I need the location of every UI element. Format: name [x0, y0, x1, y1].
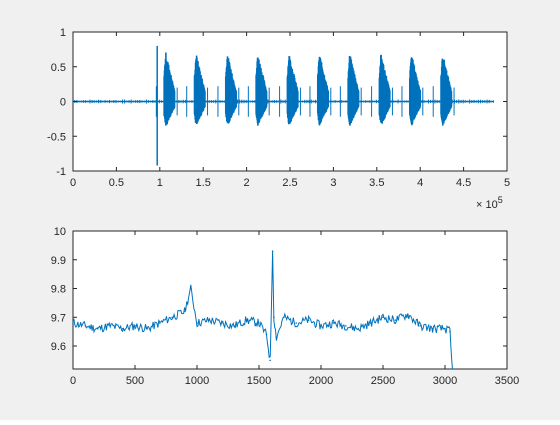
top-x-exponent: × 105	[476, 195, 503, 211]
x-tick-label: 2	[244, 177, 250, 189]
data-point	[121, 327, 124, 330]
signal-burst	[309, 56, 332, 126]
x-tick-label: 0.5	[109, 177, 124, 189]
y-tick-label: -1	[56, 166, 66, 178]
data-point	[265, 333, 268, 336]
data-point	[208, 319, 211, 321]
x-tick-label: 3500	[495, 375, 519, 387]
data-point	[196, 322, 198, 324]
data-point	[307, 319, 310, 321]
data-point	[419, 325, 422, 327]
top-ticks: 0 0.5 1 1.5 2 2.5 3 3.5 4 4.5 5 -1 -0.5 0 0.5 1	[47, 27, 510, 189]
x-tick-label: 2500	[371, 375, 395, 387]
y-tick-label: 10	[54, 226, 66, 238]
top-x-exponent-base: × 10	[476, 199, 498, 211]
signal-burst	[401, 57, 424, 126]
y-tick-label: 9.6	[51, 341, 66, 353]
data-point	[72, 322, 74, 324]
x-tick-label: 0	[70, 375, 76, 387]
data-point	[320, 325, 322, 327]
x-tick-label: 3	[330, 177, 336, 189]
signal-burst	[432, 58, 455, 126]
data-point	[183, 310, 186, 313]
data-point	[134, 325, 136, 327]
data-point	[407, 313, 409, 316]
bottom-ticks: 0 500 1000 1500 2000 2500 3000 3500 9.6 9.7 9.8 9.9…	[51, 226, 520, 387]
top-axes: 0 0.5 1 1.5 2 2.5 3 3.5 4 4.5 5-1-0.500.51 × 105	[47, 27, 510, 211]
y-tick-label: 9.8	[51, 284, 66, 296]
data-point	[369, 322, 372, 324]
x-tick-label: 500	[126, 375, 144, 387]
data-point	[245, 319, 248, 321]
data-point	[159, 322, 161, 324]
x-tick-label: 1000	[185, 375, 209, 387]
data-point	[431, 327, 434, 330]
bottom-axes: 0 500 1000 1500 2000 2500 3000 3500 9.6 9.7 9.8 9.9…	[51, 226, 520, 387]
data-point	[449, 330, 451, 333]
signal-burst	[339, 55, 362, 126]
bottom-plot-area	[72, 230, 508, 370]
y-tick-label: 9.9	[51, 255, 66, 267]
x-tick-label: 1.5	[196, 177, 211, 189]
x-tick-label: 4.5	[456, 177, 471, 189]
data-point	[451, 368, 454, 370]
data-point	[444, 327, 446, 330]
data-point	[84, 325, 87, 327]
data-point	[269, 359, 271, 362]
data-point	[271, 250, 274, 252]
data-point	[221, 322, 223, 324]
data-point	[97, 327, 99, 330]
y-tick-label: 1	[60, 27, 66, 39]
data-point	[275, 336, 278, 339]
data-point	[171, 316, 173, 319]
data-point	[357, 327, 360, 330]
data-point	[332, 322, 335, 324]
x-tick-label: 3.5	[369, 177, 384, 189]
data-point	[382, 316, 384, 319]
data-point	[109, 325, 111, 327]
signal-burst	[186, 55, 209, 125]
series-line	[72, 251, 453, 370]
data-point	[283, 316, 285, 319]
signal-burst	[247, 57, 270, 126]
x-tick-label: 4	[417, 177, 423, 189]
data-point	[146, 327, 149, 330]
x-tick-label: 1500	[247, 375, 271, 387]
x-tick-label: 0	[70, 177, 76, 189]
signal-burst	[279, 56, 301, 125]
data-point	[190, 287, 192, 290]
data-point	[273, 316, 275, 319]
x-tick-label: 2000	[309, 375, 333, 387]
signal-burst	[155, 52, 178, 126]
data-point	[258, 322, 260, 324]
x-tick-label: 3000	[433, 375, 457, 387]
data-point	[394, 319, 397, 321]
y-tick-label: 0.5	[51, 62, 66, 74]
x-tick-label: 1	[157, 177, 163, 189]
y-tick-label: 9.7	[51, 312, 66, 324]
top-signal-layer	[73, 45, 495, 166]
x-tick-label: 5	[504, 177, 510, 189]
data-point	[345, 325, 347, 327]
x-tick-label: 2.5	[282, 177, 297, 189]
signal-burst	[371, 54, 393, 124]
data-point	[295, 322, 298, 324]
y-tick-label: -0.5	[47, 131, 66, 143]
signal-burst	[217, 56, 240, 124]
top-x-exponent-power: 5	[498, 195, 503, 205]
data-point	[233, 325, 235, 327]
bottom-series-layer	[72, 250, 454, 370]
y-tick-label: 0	[60, 97, 66, 109]
